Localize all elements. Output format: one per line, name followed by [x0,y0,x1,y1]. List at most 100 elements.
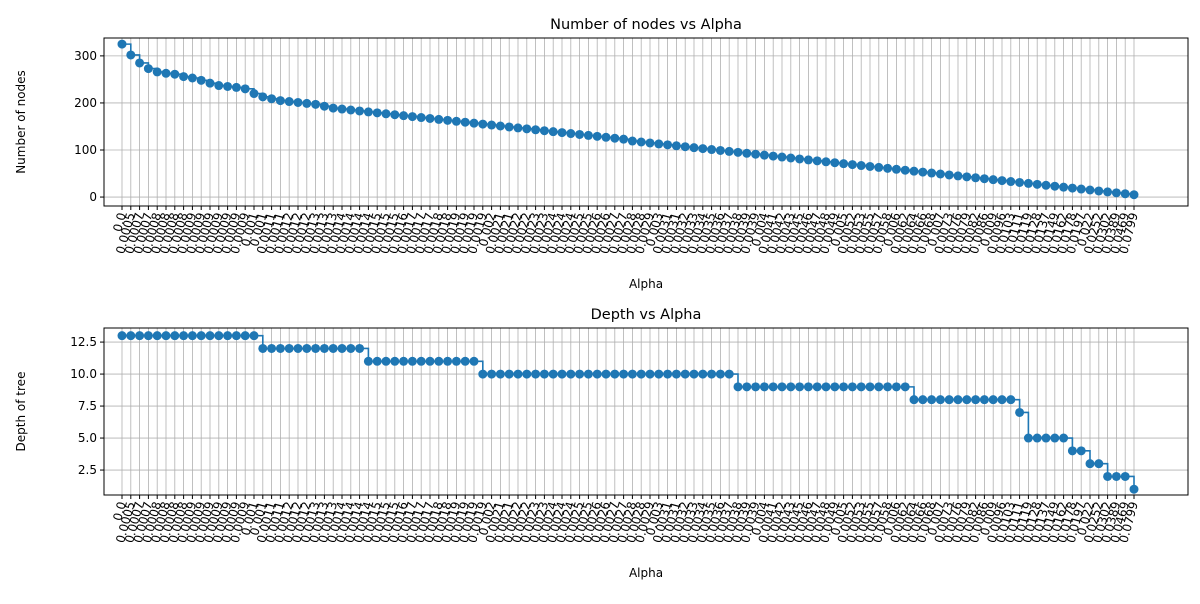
marker [258,92,268,102]
marker [1094,186,1104,196]
marker [161,331,171,341]
marker [927,395,937,405]
marker [786,382,796,392]
marker [671,369,681,379]
y-tick-label: 12.5 [70,335,97,349]
marker [407,112,417,122]
marker [179,72,189,82]
marker [839,159,849,169]
marker [724,369,734,379]
marker [363,356,373,366]
marker [1015,407,1025,417]
marker [583,130,593,140]
marker [856,161,866,171]
marker [372,356,382,366]
marker [1111,471,1121,481]
marker [671,141,681,151]
marker [759,150,769,160]
marker [742,382,752,392]
marker [610,369,620,379]
marker [927,168,937,178]
marker [636,137,646,147]
marker [337,104,347,114]
marker [1006,395,1016,405]
marker [319,343,329,353]
marker [795,154,805,164]
marker [1111,188,1121,198]
marker [883,382,893,392]
marker [1120,189,1130,199]
marker [575,129,585,139]
marker [891,382,901,392]
marker [249,89,259,99]
marker [346,343,356,353]
marker [319,101,329,111]
marker [504,122,514,132]
marker [909,166,919,176]
chart-title: Number of nodes vs Alpha [550,17,742,33]
marker [891,164,901,174]
marker [434,114,444,124]
marker [944,170,954,180]
marker [1032,433,1042,443]
marker [469,118,479,128]
marker [381,356,391,366]
marker [267,94,277,104]
marker [302,98,312,108]
marker [557,369,567,379]
marker [135,331,145,341]
marker [1050,433,1060,443]
marker [399,111,409,121]
marker [900,382,910,392]
marker [971,395,981,405]
marker [830,158,840,168]
marker [311,99,321,109]
marker [328,343,338,353]
y-axis-label: Number of nodes [14,70,28,174]
marker [196,331,206,341]
marker [548,127,558,137]
marker [126,50,136,60]
marker [856,382,866,392]
marker [803,382,813,392]
marker [1129,190,1139,200]
marker [619,134,629,144]
marker [847,160,857,170]
marker [1041,180,1051,190]
y-tick-label: 10.0 [70,367,97,381]
marker [425,356,435,366]
marker [513,369,523,379]
marker [487,369,497,379]
marker [355,343,365,353]
marker [865,161,875,171]
marker [874,382,884,392]
y-tick-label: 7.5 [78,399,97,413]
marker [223,81,233,91]
marker [557,128,567,138]
marker [839,382,849,392]
marker [522,124,532,134]
marker [196,75,206,85]
marker [504,369,514,379]
marker [135,58,145,68]
marker [1129,484,1139,494]
marker [777,382,787,392]
marker [205,78,215,88]
marker [953,171,963,181]
marker [715,369,725,379]
marker [1103,187,1113,197]
y-tick-label: 200 [74,96,97,110]
y-tick-label: 5.0 [78,431,97,445]
marker [117,39,127,49]
marker [812,382,822,392]
marker [988,175,998,185]
marker [460,356,470,366]
marker [1085,459,1095,469]
marker [874,162,884,172]
y-tick-label: 100 [74,143,97,157]
marker [451,356,461,366]
marker [1076,446,1086,456]
marker [698,144,708,154]
x-tick-label: 0.0 [110,211,128,233]
marker [601,369,611,379]
